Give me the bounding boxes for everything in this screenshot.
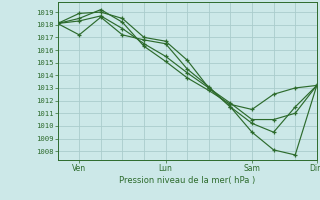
X-axis label: Pression niveau de la mer( hPa ): Pression niveau de la mer( hPa ): [119, 176, 255, 185]
